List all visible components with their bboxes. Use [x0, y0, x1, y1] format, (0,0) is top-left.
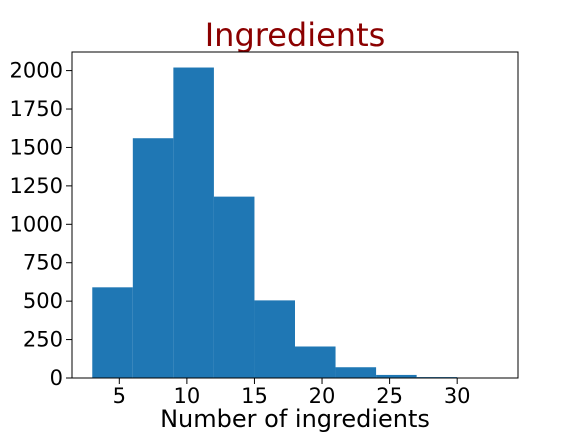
histogram-bar-3 — [213, 196, 255, 378]
histogram-bar-0 — [92, 287, 133, 378]
histogram-bar-1 — [132, 138, 174, 378]
histogram-bar-4 — [254, 300, 295, 378]
y-tick-label-3: 750 — [23, 251, 63, 275]
chart-title: Ingredients — [205, 16, 386, 54]
y-tick-label-4: 1000 — [10, 212, 63, 236]
bars-group — [92, 67, 498, 379]
x-axis-ticks: 5 10 15 20 25 30 — [113, 378, 471, 408]
x-tick-label-1: 10 — [174, 384, 201, 408]
y-axis-ticks: 0 250 500 750 1000 1250 1500 1750 2000 — [10, 59, 72, 390]
histogram-bar-2 — [173, 67, 214, 379]
histogram-bar-7 — [376, 374, 417, 378]
x-tick-label-3: 20 — [309, 384, 336, 408]
y-tick-label-8: 2000 — [10, 59, 63, 83]
y-tick-label-5: 1250 — [10, 174, 63, 198]
histogram-bar-5 — [295, 346, 336, 378]
plot-frame — [71, 51, 519, 379]
y-tick-label-6: 1500 — [10, 135, 63, 159]
y-tick-label-1: 250 — [23, 328, 63, 352]
x-tick-label-0: 5 — [113, 384, 126, 408]
histogram-bar-6 — [335, 367, 377, 378]
y-tick-label-7: 1750 — [10, 97, 63, 121]
x-axis-label: Number of ingredients — [160, 405, 430, 432]
x-tick-label-2: 15 — [241, 384, 268, 408]
y-tick-label-2: 500 — [23, 289, 63, 313]
x-tick-label-5: 30 — [444, 384, 471, 408]
x-tick-label-4: 25 — [376, 384, 403, 408]
y-tick-label-0: 0 — [50, 366, 63, 390]
